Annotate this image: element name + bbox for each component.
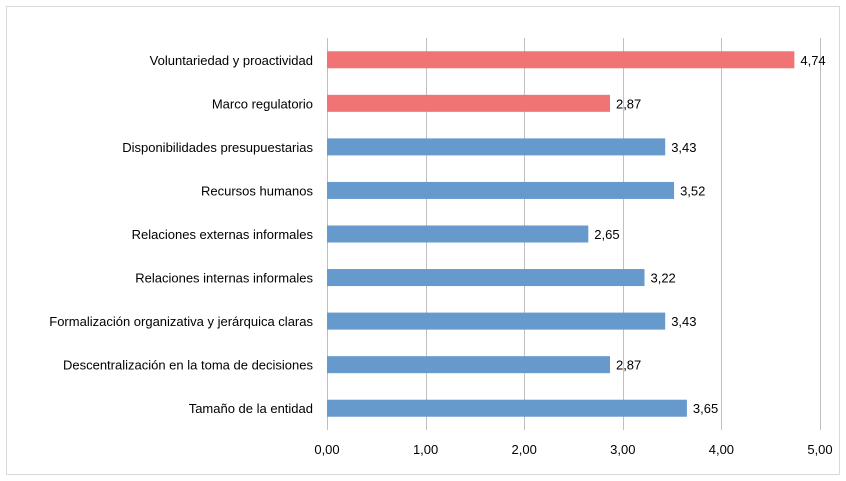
category-label: Relaciones externas informales bbox=[132, 227, 314, 242]
data-labels: 4,74 2,87 3,43 3,52 2,65 3,22 3,43 2,87 3,65 bbox=[594, 53, 825, 416]
category-label: Voluntariedad y proactividad bbox=[150, 53, 313, 68]
data-label: 4,74 bbox=[800, 53, 825, 68]
x-tick-label: 4,00 bbox=[709, 442, 734, 457]
bar bbox=[327, 399, 687, 417]
data-label: 3,22 bbox=[650, 271, 675, 286]
bars bbox=[327, 51, 795, 417]
x-tick-label: 3,00 bbox=[610, 442, 635, 457]
bar bbox=[327, 269, 645, 287]
data-label: 3,52 bbox=[680, 183, 705, 198]
data-label: 2,87 bbox=[616, 358, 641, 373]
x-tick-label: 1,00 bbox=[413, 442, 438, 457]
data-label: 3,43 bbox=[671, 140, 696, 155]
bar bbox=[327, 94, 610, 112]
data-label: 2,65 bbox=[594, 227, 619, 242]
x-axis-tick-labels: 0,00 1,00 2,00 3,00 4,00 5,00 bbox=[314, 442, 832, 457]
data-label: 3,65 bbox=[693, 401, 718, 416]
category-labels: Voluntariedad y proactividad Marco regula… bbox=[49, 53, 313, 416]
bar bbox=[327, 312, 666, 330]
bar bbox=[327, 181, 675, 199]
category-label: Marco regulatorio bbox=[212, 96, 313, 111]
bar bbox=[327, 356, 610, 374]
data-label: 3,43 bbox=[671, 314, 696, 329]
bar bbox=[327, 51, 795, 69]
category-label: Tamaño de la entidad bbox=[189, 401, 313, 416]
data-label: 2,87 bbox=[616, 96, 641, 111]
category-label: Disponibilidades presupuestarias bbox=[122, 140, 313, 155]
x-tick-label: 2,00 bbox=[512, 442, 537, 457]
category-label: Formalización organizativa y jerárquica … bbox=[49, 314, 313, 329]
bar bbox=[327, 138, 666, 156]
x-tick-label: 5,00 bbox=[807, 442, 832, 457]
bar bbox=[327, 225, 589, 243]
category-label: Recursos humanos bbox=[201, 183, 313, 198]
category-label: Descentralización en la toma de decision… bbox=[63, 358, 314, 373]
x-tick-label: 0,00 bbox=[314, 442, 339, 457]
category-label: Relaciones internas informales bbox=[135, 271, 313, 286]
